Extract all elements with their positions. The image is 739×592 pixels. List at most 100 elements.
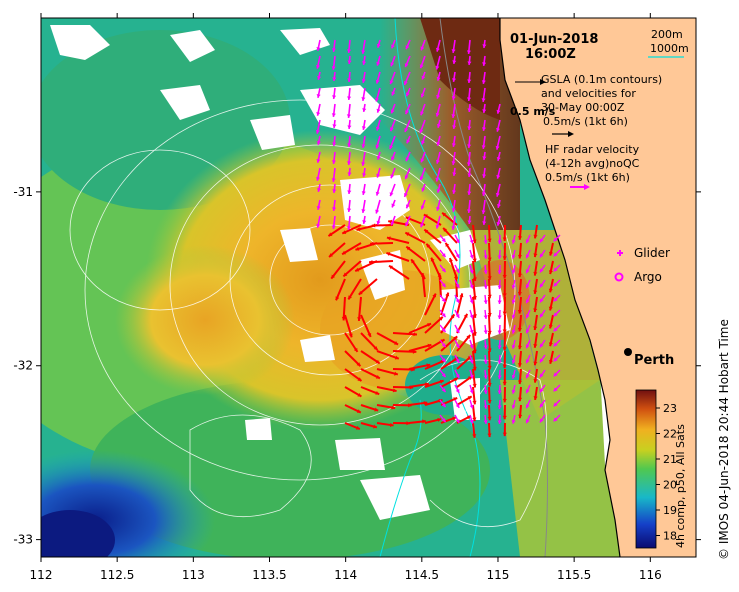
velocity-arrow	[440, 292, 450, 316]
velocity-arrowhead	[411, 259, 415, 264]
velocity-arrowhead	[356, 409, 361, 413]
altimetry-velocity-vectors	[327, 211, 554, 438]
velocity-arrowhead	[539, 403, 544, 408]
velocity-arrowhead	[435, 65, 440, 70]
velocity-arrowhead	[533, 308, 538, 313]
velocity-arrowhead	[394, 371, 398, 376]
velocity-arrowhead	[467, 108, 472, 112]
velocity-arrowhead	[497, 345, 502, 349]
velocity-arrowhead	[487, 348, 492, 353]
velocity-arrowhead	[348, 333, 353, 338]
velocity-arrowhead	[482, 221, 487, 225]
velocity-arrowhead	[391, 91, 396, 96]
velocity-arrowhead	[483, 420, 488, 424]
velocity-arrowhead	[316, 64, 321, 69]
velocity-arrowhead	[361, 162, 366, 166]
velocity-arrowhead	[332, 207, 337, 211]
argo-icon	[614, 272, 624, 282]
velocity-arrowhead	[467, 144, 472, 148]
velocity-arrowhead	[502, 311, 507, 316]
argo-label: Argo	[634, 270, 662, 284]
velocity-arrowhead	[487, 433, 492, 438]
velocity-arrowhead	[496, 174, 501, 179]
velocity-arrowhead	[405, 204, 410, 209]
velocity-arrowhead	[482, 44, 487, 48]
depth-legend-200m: 200m	[651, 28, 683, 41]
velocity-arrowhead	[511, 239, 516, 244]
velocity-arrowhead	[455, 238, 460, 243]
velocity-arrowhead	[469, 359, 474, 364]
velocity-arrowhead	[404, 63, 409, 68]
velocity-arrowhead	[539, 298, 544, 303]
velocity-arrowhead	[361, 144, 366, 148]
velocity-arrow	[392, 350, 417, 353]
glider-icon	[617, 250, 623, 256]
velocity-arrowhead	[432, 293, 437, 298]
velocity-arrow	[405, 245, 426, 262]
velocity-arrowhead	[553, 402, 558, 407]
velocity-arrow	[370, 242, 394, 245]
velocity-arrowhead	[497, 270, 502, 274]
radar-legend-line1: HF radar velocity	[545, 143, 640, 156]
velocity-arrowhead	[482, 109, 487, 113]
velocity-arrowhead	[467, 79, 472, 83]
velocity-arrowhead	[482, 174, 487, 178]
velocity-arrow	[360, 314, 372, 338]
velocity-arrowhead	[347, 172, 352, 176]
velocity-arrowhead	[511, 404, 516, 409]
velocity-arrow	[408, 322, 432, 334]
velocity-arrow	[421, 273, 426, 298]
velocity-arrowhead	[553, 297, 558, 302]
velocity-arrowhead	[467, 396, 472, 400]
velocity-arrowhead	[441, 373, 446, 378]
velocity-arrowhead	[375, 97, 380, 102]
velocity-arrowhead	[469, 419, 474, 424]
velocity-arrowhead	[423, 400, 428, 406]
velocity-arrowhead	[517, 310, 522, 314]
velocity-arrowhead	[390, 62, 395, 67]
velocity-arrowhead	[525, 314, 530, 319]
velocity-arrowhead	[386, 236, 391, 241]
velocity-arrowhead	[451, 143, 456, 147]
velocity-arrowhead	[539, 313, 544, 318]
velocity-arrowhead	[430, 257, 435, 262]
velocity-arrowhead	[435, 47, 440, 52]
velocity-arrowhead	[472, 258, 477, 263]
velocity-arrow	[425, 243, 442, 262]
velocity-arrowhead	[533, 344, 538, 348]
x-tick-label: 112.5	[100, 568, 134, 582]
velocity-arrowhead	[497, 315, 502, 319]
velocity-arrowhead	[482, 62, 487, 66]
velocity-arrowhead	[437, 273, 442, 277]
velocity-arrowhead	[436, 188, 441, 193]
velocity-arrowhead	[481, 127, 487, 131]
velocity-arrowhead	[539, 253, 544, 258]
velocity-arrowhead	[459, 293, 464, 298]
velocity-arrowhead	[487, 276, 492, 280]
velocity-arrowhead	[391, 44, 395, 49]
velocity-arrow	[376, 350, 400, 360]
velocity-arrowhead	[361, 191, 366, 195]
velocity-arrowhead	[467, 220, 472, 224]
velocity-arrowhead	[533, 361, 538, 366]
y-tick-label: -31	[13, 185, 33, 199]
velocity-arrowhead	[466, 334, 471, 339]
velocity-arrowhead	[451, 190, 457, 194]
velocity-arrowhead	[497, 375, 502, 379]
radar-legend-line2: (4-12h avg)noQC	[545, 157, 640, 170]
velocity-arrowhead	[436, 141, 441, 146]
velocity-arrowhead	[472, 349, 477, 354]
velocity-arrowhead	[553, 417, 558, 422]
velocity-arrowhead	[487, 382, 492, 387]
velocity-arrowhead	[375, 191, 380, 196]
colorbar-tick-label: 21	[663, 453, 677, 466]
velocity-arrowhead	[441, 283, 446, 288]
velocity-arrowhead	[511, 329, 516, 334]
velocity-arrowhead	[316, 206, 321, 210]
velocity-arrowhead	[439, 379, 444, 384]
velocity-arrowhead	[389, 80, 394, 85]
velocity-arrowhead	[347, 96, 352, 100]
x-tick-label: 114.5	[405, 568, 439, 582]
velocity-arrowhead	[347, 60, 352, 64]
